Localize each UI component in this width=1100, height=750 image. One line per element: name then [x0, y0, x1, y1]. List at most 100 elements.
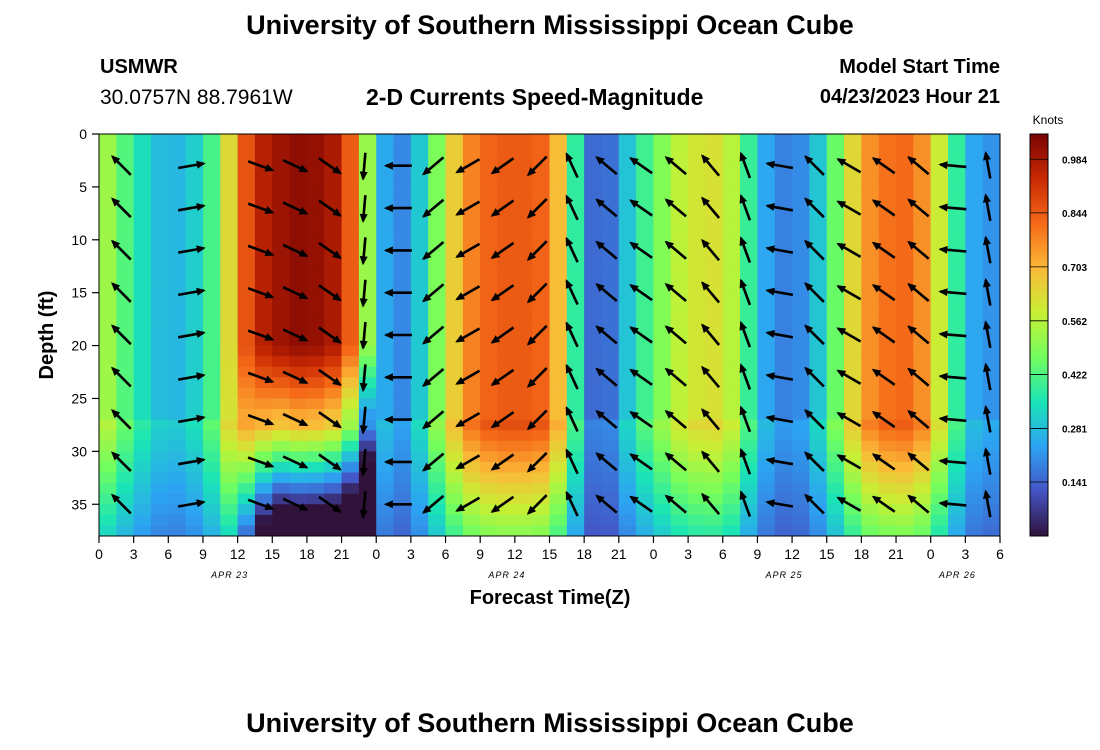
heatmap-cell — [410, 176, 429, 188]
heatmap-cell — [133, 218, 152, 230]
heatmap-cell — [688, 134, 707, 146]
heatmap-cell — [237, 313, 256, 326]
heatmap-cell — [202, 504, 221, 516]
current-arrow — [490, 284, 515, 302]
colorbar-tick-label: 0.141 — [1062, 478, 1087, 489]
heatmap-cell — [445, 430, 464, 442]
heatmap-cell — [861, 303, 880, 315]
heatmap-cell — [272, 356, 291, 368]
current-arrow — [871, 241, 896, 259]
heatmap-cell — [220, 430, 239, 442]
current-arrow — [318, 241, 342, 259]
heatmap-cell — [965, 165, 984, 177]
heatmap-cell — [150, 356, 169, 368]
heatmap-cell — [774, 430, 793, 442]
heatmap-cell — [913, 398, 932, 410]
heatmap-cell — [809, 409, 828, 421]
current-arrow — [739, 194, 752, 221]
heatmap-cell — [965, 313, 984, 326]
heatmap-cell — [376, 303, 395, 315]
heatmap-cell — [618, 451, 637, 463]
x-tick-label: 0 — [95, 546, 103, 562]
heatmap-cell — [740, 218, 759, 230]
heatmap-cell — [861, 356, 880, 368]
heatmap-cell — [757, 356, 776, 368]
heatmap-cell — [792, 134, 811, 146]
heatmap-cell — [844, 356, 862, 368]
heatmap-cell — [532, 356, 551, 368]
heatmap-cell — [272, 197, 291, 209]
heatmap-cell — [462, 313, 481, 326]
heatmap-cell — [618, 419, 637, 431]
heatmap-cell — [809, 229, 828, 241]
heatmap-cell — [844, 218, 862, 230]
heatmap-cell — [705, 440, 724, 452]
heatmap-cell — [272, 377, 291, 389]
heatmap-cell — [289, 186, 308, 199]
heatmap-cell — [237, 271, 256, 283]
heatmap-cell — [220, 292, 239, 304]
current-arrow — [804, 493, 825, 515]
heatmap-cell — [809, 144, 828, 156]
heatmap-cell — [653, 483, 672, 495]
heatmap-cell — [878, 324, 897, 336]
heatmap-cell — [982, 430, 1000, 442]
heatmap-cell — [289, 260, 308, 273]
heatmap-cell — [133, 398, 152, 410]
heatmap-cell — [982, 366, 1000, 378]
heatmap-cell — [913, 155, 932, 167]
heatmap-cell — [965, 260, 984, 273]
heatmap-cell — [670, 483, 689, 495]
heatmap-cell — [792, 229, 811, 241]
heatmap-cell — [965, 144, 984, 156]
heatmap-cell — [237, 176, 256, 188]
heatmap-cell — [116, 134, 135, 146]
heatmap-cell — [618, 239, 637, 251]
heatmap-cell — [965, 419, 984, 431]
y-tick-label: 35 — [71, 496, 87, 512]
heatmap-cell — [272, 419, 291, 431]
heatmap-cell — [844, 313, 862, 326]
heatmap-cell — [636, 292, 655, 304]
heatmap-cell — [688, 419, 707, 431]
heatmap-cell — [601, 292, 620, 304]
current-arrow — [177, 203, 206, 212]
heatmap-cell — [480, 398, 499, 410]
heatmap-cell — [792, 144, 811, 156]
heatmap-cell — [948, 504, 966, 516]
heatmap-cell — [965, 303, 984, 315]
current-arrow — [359, 279, 368, 308]
heatmap-cell — [688, 377, 707, 389]
heatmap-cell — [636, 165, 655, 177]
heatmap-cell — [480, 409, 499, 421]
heatmap-cell — [584, 419, 603, 431]
heatmap-cell — [566, 313, 585, 326]
heatmap-cell — [480, 366, 499, 378]
heatmap-cell — [168, 144, 187, 156]
heatmap-cell — [99, 430, 117, 442]
heatmap-cell — [878, 514, 897, 527]
date-label: APR 25 — [765, 570, 803, 580]
heatmap-cell — [462, 345, 481, 357]
heatmap-cell — [514, 250, 533, 262]
heatmap-cell — [740, 229, 759, 241]
heatmap-cell — [272, 144, 291, 156]
heatmap-cell — [636, 356, 655, 368]
heatmap-cell — [653, 440, 672, 452]
heatmap-cell — [237, 282, 256, 294]
x-tick-label: 9 — [754, 546, 762, 562]
heatmap-cell — [514, 176, 533, 188]
heatmap-cell — [237, 514, 256, 527]
heatmap-cell — [306, 525, 325, 536]
heatmap-cell — [688, 165, 707, 177]
heatmap-cell — [410, 239, 429, 251]
heatmap-cell — [185, 155, 204, 167]
heatmap-cell — [636, 514, 655, 527]
heatmap-cell — [913, 377, 932, 389]
heatmap-cell — [566, 451, 585, 463]
heatmap-cell — [272, 282, 291, 294]
heatmap-cell — [462, 324, 481, 336]
heatmap-cell — [982, 324, 1000, 336]
heatmap-cell — [930, 451, 949, 463]
heatmap-cell — [168, 186, 187, 199]
